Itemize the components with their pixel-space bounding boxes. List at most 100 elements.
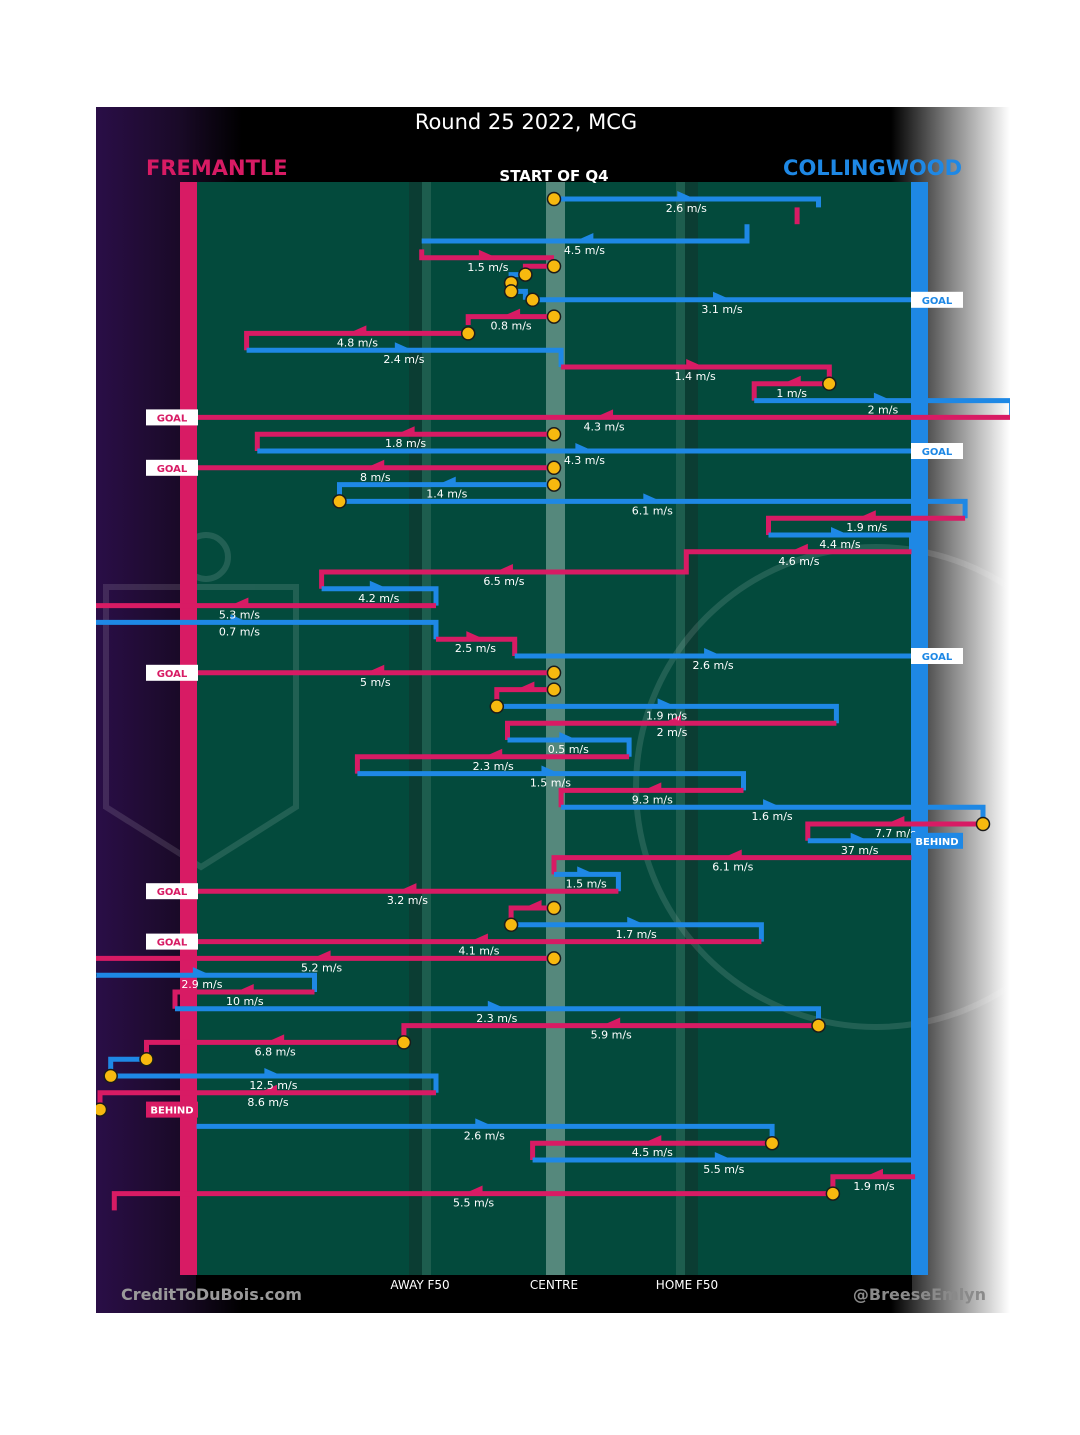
chain-path-20	[766, 515, 966, 535]
speed-label: 1.4 m/s	[426, 488, 467, 501]
home-f50-line	[676, 182, 685, 1275]
speed-label: 4.3 m/s	[584, 420, 625, 433]
away-team-name: FREMANTLE	[146, 156, 288, 180]
possession-marker	[546, 191, 562, 207]
possession-marker	[518, 267, 533, 282]
chain-arrow-53-0	[259, 1084, 277, 1093]
chain-arrow-23-0	[369, 580, 388, 589]
speed-label: 1.9 m/s	[846, 521, 887, 534]
speed-label: 4.8 m/s	[337, 336, 378, 349]
speed-label: 2 m/s	[868, 404, 899, 417]
chain-arrow-7-0	[713, 291, 732, 300]
speed-label: 6.8 m/s	[255, 1045, 296, 1058]
chain-arrow-14-0	[595, 409, 614, 418]
speed-label: 4.4 m/s	[819, 538, 860, 551]
chain-arrow-3-1	[478, 249, 497, 258]
speed-label: 1.7 m/s	[616, 928, 657, 941]
chain-arrow-26-0	[466, 631, 485, 640]
chain-arrow-42-0	[523, 899, 542, 908]
chain-arrow-25-0	[230, 614, 249, 623]
chain-arrow-44-0	[469, 933, 488, 942]
goals-layer: GOAL GOAL GOAL GOAL GOAL GOAL BEHIND GOAL GOAL BE…	[146, 291, 963, 1118]
centre-label: CENTRE	[530, 1278, 578, 1292]
chain-path-21	[768, 532, 914, 552]
possession-marker	[396, 1035, 412, 1050]
chain-path-39	[551, 855, 912, 875]
behind-badge	[911, 832, 963, 849]
possession-marker	[546, 477, 562, 492]
possession-marker	[332, 494, 347, 509]
possession-marker	[546, 460, 562, 476]
chart-svg: 2.6 m/s 4.5 m/s 1.5 m/s 3.1 m/s 0.8 m/s 4.8 m…	[96, 107, 1010, 1313]
behind-badge	[146, 1101, 198, 1118]
chain-arrow-55-0	[475, 1118, 494, 1127]
chain-arrow-59-0	[464, 1185, 483, 1194]
possession-marker	[546, 426, 562, 442]
chain-arrow-0-0	[677, 191, 696, 199]
speed-label: 2.3 m/s	[473, 760, 514, 773]
chain-arrow-16-0	[575, 443, 594, 451]
chain-arrow-47-0	[235, 983, 254, 992]
goal-badge	[146, 664, 198, 681]
speed-label: 37 m/s	[841, 844, 879, 857]
possession-marker	[825, 1186, 841, 1201]
chain-path-8	[465, 314, 554, 325]
magpie-watermark-icon	[633, 544, 1010, 1030]
speed-label: 2.4 m/s	[383, 353, 424, 366]
field-stripes	[409, 182, 698, 1275]
chain-path-25	[96, 619, 439, 640]
speed-label: 1.6 m/s	[752, 810, 793, 823]
chain-path-34	[357, 771, 746, 791]
score-label: GOAL	[922, 296, 953, 307]
speed-label: 2.6 m/s	[693, 659, 734, 672]
markers-layer	[96, 191, 991, 1201]
speed-label: 7.7 m/s	[875, 827, 916, 840]
speed-label: 8.6 m/s	[247, 1096, 288, 1109]
chain-arrow-18-0	[437, 476, 456, 485]
credit-right: @BreeseEmlyn	[853, 1285, 986, 1304]
chain-arrow-57-0	[714, 1151, 733, 1160]
goal-badge	[146, 933, 198, 950]
chain-path-3	[419, 249, 554, 261]
chain-path-45	[96, 955, 554, 961]
chain-arrow-36-0	[763, 799, 782, 808]
home-f50-label: HOME F50	[656, 1278, 718, 1292]
possession-marker	[546, 665, 562, 681]
chain-arrow-50-0	[266, 1034, 285, 1043]
chain-path-13	[754, 398, 1010, 418]
chain-arrow-22-0	[789, 543, 808, 552]
speed-label: 4.3 m/s	[564, 454, 605, 467]
speed-label: 2.6 m/s	[464, 1129, 505, 1142]
chain-arrow-45-0	[312, 950, 331, 959]
chain-path-23	[321, 586, 439, 606]
chain-arrow-29-0	[516, 681, 535, 690]
labels-layer: 2.6 m/s 4.5 m/s 1.5 m/s 3.1 m/s 0.8 m/s 4.8 m…	[181, 202, 916, 1210]
chain-arrow-9-0	[348, 325, 367, 334]
score-label: BEHIND	[150, 1106, 193, 1117]
possession-marker	[822, 376, 837, 392]
possession-marker	[503, 284, 519, 299]
possession-marker	[546, 682, 562, 697]
chain-path-32	[507, 737, 632, 757]
chain-path-35	[558, 787, 744, 808]
chart-title: Round 25 2022, MCG	[415, 110, 637, 134]
score-label: GOAL	[157, 413, 188, 424]
goal-badge	[146, 409, 198, 426]
possession-marker	[503, 917, 519, 933]
chain-path-52	[110, 1073, 439, 1093]
speed-label: 1.8 m/s	[385, 437, 426, 450]
speed-label: 6.1 m/s	[632, 504, 673, 517]
goal-badge	[146, 459, 198, 476]
chain-arrow-21-0	[831, 527, 849, 535]
possession-marker	[489, 699, 505, 714]
speed-label: 2.6 m/s	[666, 202, 707, 215]
chain-arrow-37-0	[886, 815, 905, 824]
speed-label: 4.6 m/s	[778, 555, 819, 568]
possession-marker	[546, 309, 562, 324]
chain-path-59	[111, 1191, 833, 1211]
speed-label: 2.3 m/s	[476, 1012, 517, 1025]
chain-arrow-41-0	[398, 883, 417, 892]
bottom-axis-bar	[196, 1275, 912, 1299]
score-label: GOAL	[922, 447, 953, 458]
chain-arrow-19-0	[643, 493, 662, 502]
